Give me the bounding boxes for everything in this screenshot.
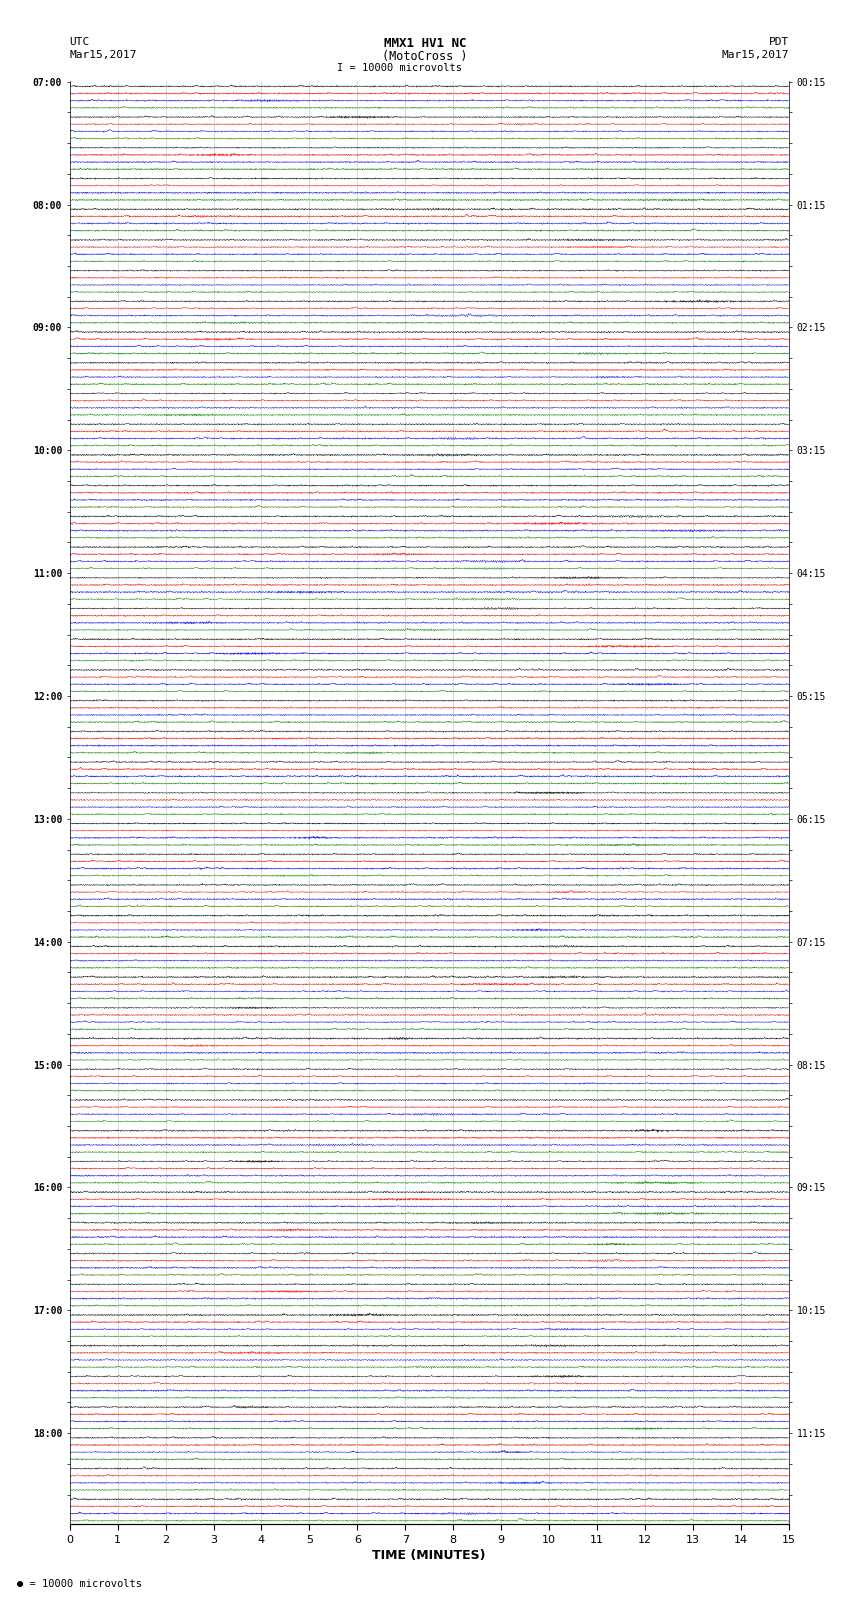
Text: Mar15,2017: Mar15,2017 [70,50,137,60]
Text: Mar15,2017: Mar15,2017 [722,50,789,60]
Text: I = 10000 microvolts: I = 10000 microvolts [337,63,462,73]
Text: MMX1 HV1 NC: MMX1 HV1 NC [383,37,467,50]
Text: PDT: PDT [768,37,789,47]
Text: UTC: UTC [70,37,90,47]
X-axis label: TIME (MINUTES): TIME (MINUTES) [372,1548,486,1561]
Text: (MotoCross ): (MotoCross ) [382,50,468,63]
Text: ● = 10000 microvolts: ● = 10000 microvolts [17,1579,142,1589]
